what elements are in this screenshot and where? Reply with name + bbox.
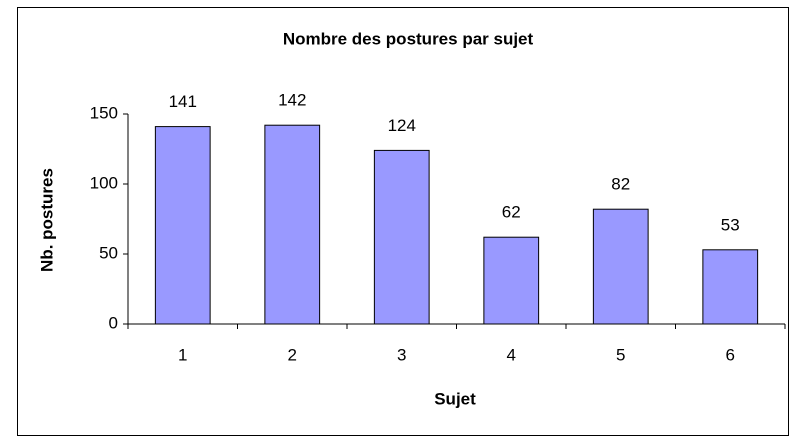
data-label: 124 — [388, 116, 416, 135]
bar — [154, 126, 211, 325]
bar — [592, 208, 649, 325]
y-tick-label: 100 — [90, 173, 118, 192]
y-tick-label: 0 — [109, 313, 118, 332]
data-label: 142 — [278, 91, 306, 110]
chart-title: Nombre des postures par sujet — [283, 29, 534, 48]
y-tick-label: 150 — [90, 103, 118, 122]
data-label: 62 — [502, 203, 521, 222]
x-tick-label: 1 — [178, 345, 187, 364]
data-label: 141 — [169, 92, 197, 111]
bar — [702, 249, 759, 325]
data-label: 82 — [611, 175, 630, 194]
x-tick-label: 2 — [288, 345, 297, 364]
bar — [373, 149, 430, 325]
x-tick-label: 3 — [397, 345, 406, 364]
x-tick-label: 5 — [616, 345, 625, 364]
y-axis-label: Nb. postures — [37, 168, 56, 272]
data-label: 53 — [721, 215, 740, 234]
y-tick-label: 50 — [99, 243, 118, 262]
bar — [483, 236, 540, 325]
x-tick-label: 4 — [507, 345, 516, 364]
bar — [264, 124, 321, 325]
x-tick-label: 6 — [726, 345, 735, 364]
x-axis-label: Sujet — [434, 389, 476, 408]
